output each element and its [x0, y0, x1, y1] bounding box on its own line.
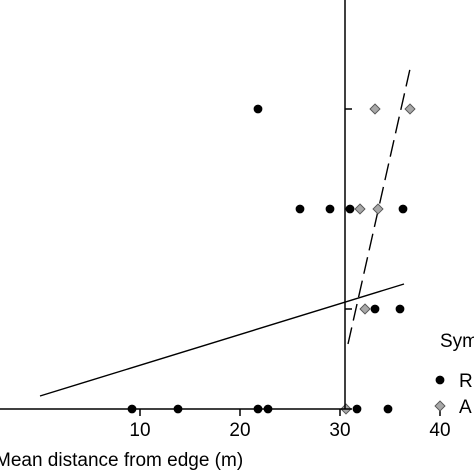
- fit-line-solid: [39, 283, 405, 397]
- data-point-circle-12: [253, 104, 263, 114]
- plot-area: [39, 68, 416, 415]
- data-point-circle-11: [398, 204, 408, 214]
- data-point-diamond-2: [354, 203, 366, 215]
- legend-label-A: A: [459, 397, 472, 418]
- data-point-circle-7: [395, 304, 405, 314]
- x-tick-label-40: 40: [429, 420, 450, 441]
- data-point-circle-4: [352, 404, 362, 414]
- data-point-diamond-5: [404, 103, 416, 115]
- legend-marker-R: [435, 375, 445, 385]
- x-tick-label-20: 20: [229, 420, 250, 441]
- x-axis-title: Mean distance from edge (m): [0, 450, 243, 471]
- legend-marker-A: [434, 400, 446, 412]
- data-point-circle-6: [370, 304, 380, 314]
- axes: 10 20 30 40: [0, 0, 451, 441]
- legend-label-R: R: [459, 371, 473, 392]
- legend-title: Symbol: [440, 331, 474, 352]
- legend: Symbol RA: [434, 331, 474, 418]
- data-point-diamond-1: [359, 303, 371, 315]
- data-point-diamond-4: [369, 103, 381, 115]
- data-point-circle-8: [295, 204, 305, 214]
- data-point-diamond-3: [372, 203, 384, 215]
- data-point-circle-9: [325, 204, 335, 214]
- data-point-circle-5: [383, 404, 393, 414]
- x-tick-label-10: 10: [129, 420, 150, 441]
- x-tick-label-30: 30: [329, 420, 350, 441]
